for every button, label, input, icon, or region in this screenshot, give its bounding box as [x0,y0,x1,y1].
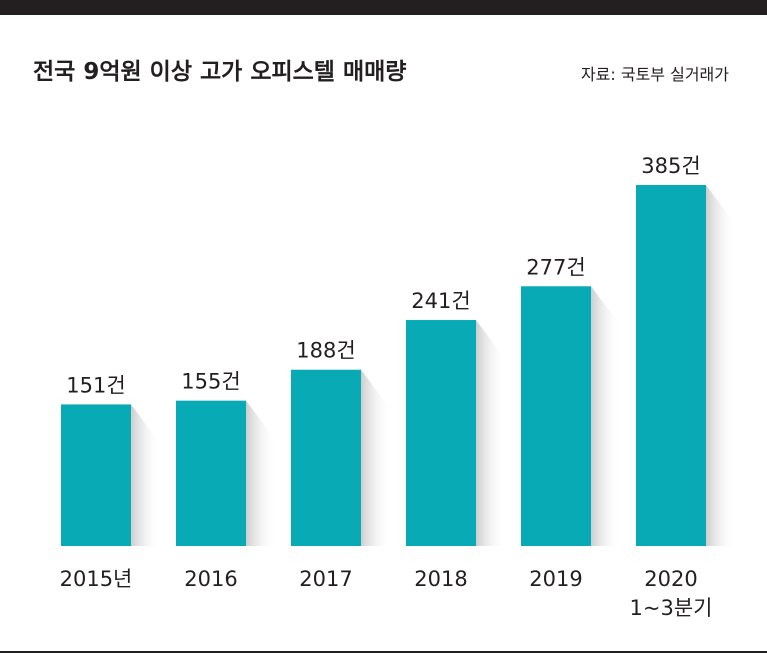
bar-value-label: 241건 [411,289,470,313]
bar-value-label: 385건 [641,154,700,178]
bar-shadow [476,320,506,546]
bar-shadow [706,185,736,546]
bar-value-label: 277건 [526,255,585,279]
bar [521,286,591,546]
bar [636,185,706,546]
bar-value-label: 155건 [181,370,240,394]
category-label: 2018 [414,567,467,591]
bar-shadow [246,400,276,546]
top-rule [0,0,767,15]
chart-title: 전국 9억원 이상 고가 오피스텔 매매량 [33,59,407,85]
category-label: 2016 [184,567,237,591]
bar [61,404,131,546]
category-label: 2020 1~3분기 [630,567,713,620]
bar-value-label: 188건 [296,339,355,363]
bar [291,369,361,546]
bar-shadow [591,286,621,546]
bar-value-label: 151건 [66,373,125,397]
source-note: 자료: 국토부 실거래가 [580,65,729,84]
category-label: 2015년 [60,567,133,591]
category-label: 2017 [299,567,352,591]
category-label: 2019 [529,567,582,591]
bar [176,400,246,546]
bottom-rule [0,651,767,653]
bar [406,320,476,546]
bar-shadow [131,404,161,546]
bar-shadow [361,369,391,546]
